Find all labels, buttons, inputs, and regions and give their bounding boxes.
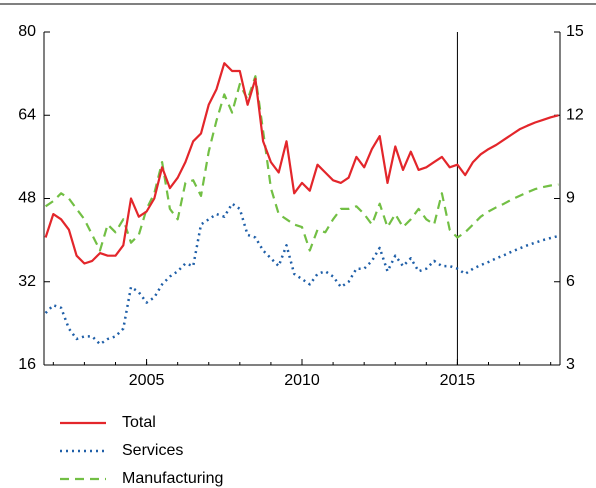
series-line (44, 202, 559, 346)
y-tick-label: 32 (18, 273, 36, 290)
y2-tick-label: 9 (566, 190, 575, 207)
legend-label: Services (122, 442, 183, 459)
x-tick-label: 2010 (284, 372, 320, 389)
x-tick-label: 2005 (129, 372, 165, 389)
y-tick-label: 48 (18, 190, 36, 207)
x-tick-label: 2015 (440, 372, 476, 389)
y-tick-label: 80 (18, 23, 36, 40)
y2-tick-label: 3 (566, 356, 575, 373)
y2-tick-label: 6 (566, 273, 575, 290)
series-line (44, 75, 559, 252)
y2-tick-label: 15 (566, 23, 584, 40)
y-tick-label: 64 (18, 106, 36, 123)
legend-label: Manufacturing (122, 470, 223, 487)
legend-label: Total (122, 414, 156, 431)
y2-tick-label: 12 (566, 106, 584, 123)
y-tick-label: 16 (18, 356, 36, 373)
series-line (44, 62, 559, 265)
